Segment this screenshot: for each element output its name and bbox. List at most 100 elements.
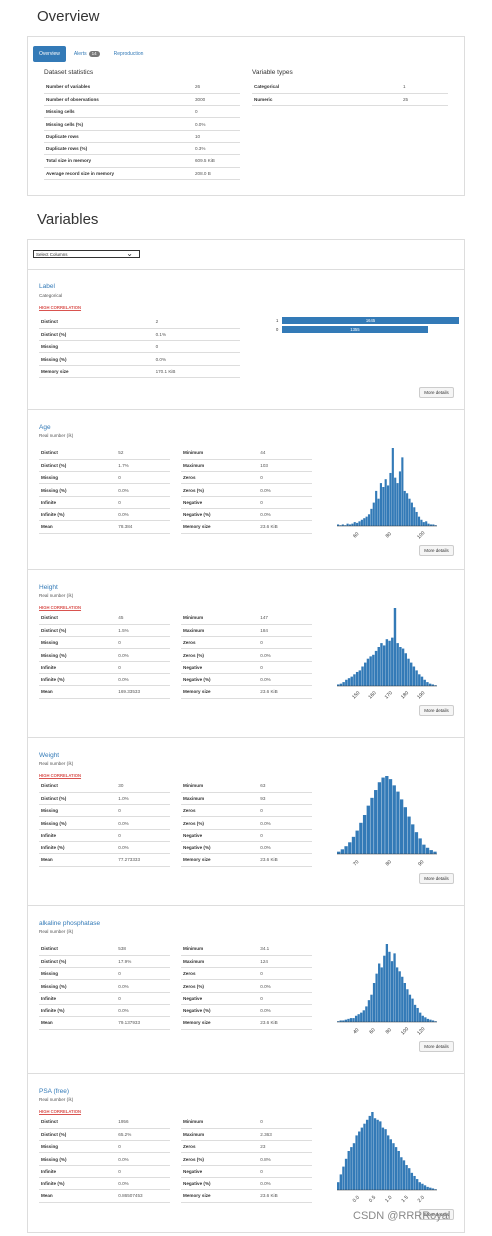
histogram-bar	[373, 1118, 377, 1190]
axis-tick-label: 100	[400, 1026, 410, 1036]
stat-value: 124	[258, 955, 312, 969]
histogram-bar	[364, 662, 367, 686]
variable-name-label[interactable]: Age	[39, 424, 51, 431]
histogram-bar	[347, 1018, 350, 1022]
stat-row: Zeros (%) 0.0%	[181, 979, 312, 993]
stat-row: Missing (%) 0.0%	[39, 816, 170, 830]
histogram-bar	[381, 777, 385, 854]
histogram-bar	[421, 1015, 424, 1022]
histogram-bar	[354, 1015, 358, 1022]
variable-name-label[interactable]: Height	[39, 584, 58, 591]
variable-name-label[interactable]: Label	[39, 283, 55, 290]
high-correlation-alert[interactable]: HIGH CORRELATION	[39, 773, 82, 778]
stat-row: Missing 0	[39, 471, 170, 485]
stat-row: Maximum 2.363	[181, 1128, 312, 1142]
stat-row: Minimum 63	[181, 780, 312, 793]
high-correlation-alert[interactable]: HIGH CORRELATION	[39, 1109, 82, 1114]
variable-type-label: Real number (ℝ)	[39, 929, 74, 934]
histogram-bar	[394, 477, 397, 526]
stat-key: Missing	[39, 340, 154, 354]
tab-overview[interactable]: Overview	[33, 46, 66, 62]
stat-row: Negative 0	[181, 1165, 312, 1178]
axis-tick-label: 1.0	[384, 1195, 393, 1204]
stat-row: Missing 0	[39, 967, 170, 981]
more-details-button[interactable]: More details	[419, 1041, 454, 1052]
stat-row: Mean 79.137933	[39, 1016, 170, 1030]
more-details-button[interactable]: More details	[419, 387, 454, 398]
histogram-bar	[370, 797, 374, 854]
more-details-button[interactable]: More details	[419, 705, 454, 716]
stat-key: Mean	[39, 685, 117, 699]
stat-key: Infinite (%)	[39, 673, 117, 687]
tab-reproduction[interactable]: Reproduction	[108, 46, 150, 62]
histogram-bar	[422, 522, 425, 526]
stat-key: Memory size	[39, 365, 154, 378]
stats-table-left: Distinct 538 Distinct (%) 17.9% Missing 0 Miss…	[39, 943, 170, 1030]
tab-alerts[interactable]: Alerts 14	[68, 46, 106, 62]
stat-value: 25	[400, 93, 448, 107]
histogram-bar	[425, 847, 430, 854]
histogram-bar	[368, 1115, 371, 1190]
stat-key: Maximum	[181, 955, 259, 969]
histogram-bar	[391, 448, 394, 526]
variable-name-label[interactable]: Weight	[39, 752, 60, 759]
histogram-bar	[375, 490, 378, 526]
histogram-bar	[384, 1129, 387, 1190]
histogram-bar	[395, 967, 399, 1022]
stat-value: 23.6 KiB	[258, 685, 312, 699]
stat-row: Infinite 0	[39, 661, 170, 674]
stat-key: Distinct (%)	[39, 459, 117, 473]
stat-value: 93	[258, 792, 312, 806]
histogram-bar	[398, 471, 402, 526]
histogram-bar	[416, 1007, 419, 1022]
histogram-bar	[393, 953, 396, 1022]
axis-tick-label: 170	[384, 690, 394, 700]
stat-row: Maximum 124	[181, 955, 312, 969]
stat-key: Infinite (%)	[39, 1177, 117, 1191]
histogram-chart: 70 80 90	[337, 776, 437, 867]
histogram-bar	[413, 507, 416, 526]
stat-key: Negative (%)	[181, 1177, 259, 1191]
histogram-bar	[399, 799, 404, 854]
histogram-bar	[352, 1018, 355, 1022]
stat-value: 0	[258, 1165, 312, 1178]
variable-name-label[interactable]: alkaline phosphatase	[39, 920, 101, 927]
high-correlation-alert[interactable]: HIGH CORRELATION	[39, 305, 82, 310]
histogram-bar	[353, 522, 356, 526]
stats-table-left: Distinct 30 Distinct (%) 1.0% Missing 0 Missin…	[39, 780, 170, 867]
stat-value: 0	[258, 661, 312, 674]
stat-row: Memory size 170.1 KiB	[39, 365, 240, 378]
tab-reproduction-label: Reproduction	[113, 51, 144, 57]
overview-heading: Overview	[37, 8, 100, 25]
histogram-bar	[379, 483, 382, 526]
stat-row: Zeros 0	[181, 636, 312, 650]
select-columns-dropdown[interactable]: Select Columns ⌄	[33, 249, 140, 258]
histogram-bar	[422, 844, 426, 854]
category-label: 1	[276, 318, 279, 323]
stat-value: 1.0%	[116, 792, 170, 806]
histogram-bar	[406, 989, 409, 1022]
section-divider	[28, 569, 464, 570]
more-details-button[interactable]: More details	[419, 873, 454, 884]
stats-table-right: Minimum 0 Maximum 2.363 Zeros 23 Zeros (%) 0.8%…	[181, 1116, 312, 1203]
stat-key: Infinite	[39, 992, 117, 1005]
more-details-button[interactable]: More details	[419, 1209, 454, 1220]
variable-name-label[interactable]: PSA (free)	[39, 1088, 69, 1095]
stat-key: Negative	[181, 992, 259, 1005]
stat-row: Memory size 23.6 KiB	[181, 520, 312, 534]
stat-value: 0	[153, 340, 240, 354]
stat-value: 0.0%	[258, 841, 312, 855]
histogram-bar	[377, 647, 380, 686]
stat-key: Missing cells (%)	[44, 117, 193, 131]
histogram-bar	[388, 951, 391, 1022]
stat-key: Missing	[39, 967, 117, 981]
stat-key: Negative	[181, 661, 259, 674]
more-details-button[interactable]: More details	[419, 545, 454, 556]
histogram-bar	[385, 944, 389, 1022]
histogram-bar	[434, 525, 437, 526]
stat-value: 103	[258, 459, 312, 473]
frequency-bar: 1355	[282, 326, 428, 333]
high-correlation-alert[interactable]: HIGH CORRELATION	[39, 605, 82, 610]
histogram-bar	[393, 608, 397, 686]
stat-key: Infinite (%)	[39, 841, 117, 855]
